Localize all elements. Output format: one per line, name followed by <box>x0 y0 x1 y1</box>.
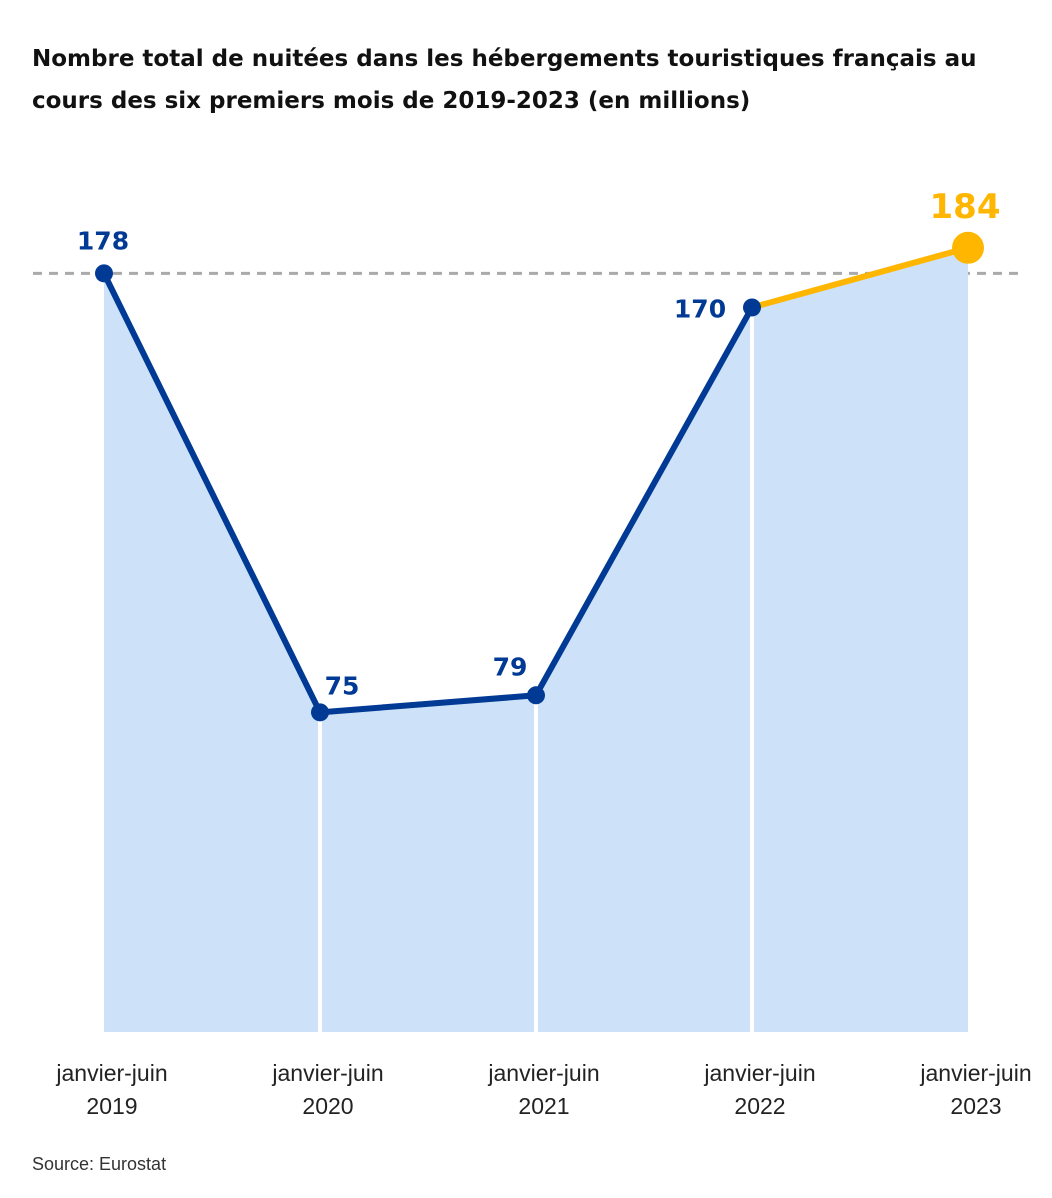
x-tick-label: janvier-juin <box>919 1060 1031 1086</box>
line-chart: 178 janvier-juin 2019 75 janvier-juin 2020 79 j… <box>33 187 1032 1119</box>
data-point <box>95 264 113 283</box>
x-tick-label: 2020 <box>302 1093 353 1119</box>
data-point <box>952 231 984 264</box>
data-label: 170 <box>674 294 726 323</box>
x-tick-label: janvier-juin <box>703 1060 815 1086</box>
x-tick-label: 2019 <box>86 1093 137 1119</box>
x-tick-label: 2021 <box>518 1093 569 1119</box>
source-note: Source: Eurostat <box>32 1154 167 1174</box>
x-tick-label: janvier-juin <box>271 1060 383 1086</box>
highlight-segment <box>751 244 969 311</box>
chart-title: Nombre total de nuitées dans les héberge… <box>32 46 977 114</box>
series-line <box>101 272 755 716</box>
data-point <box>743 298 761 317</box>
x-tick-label: 2022 <box>734 1093 785 1119</box>
data-label: 178 <box>77 226 129 255</box>
x-tick-label: janvier-juin <box>55 1060 167 1086</box>
data-label: 79 <box>493 652 528 681</box>
data-label: 75 <box>325 671 360 700</box>
data-point <box>311 703 329 722</box>
x-tick-label: 2023 <box>950 1093 1001 1119</box>
data-point <box>527 686 545 705</box>
x-tick-label: janvier-juin <box>487 1060 599 1086</box>
data-label: 184 <box>930 187 1001 227</box>
